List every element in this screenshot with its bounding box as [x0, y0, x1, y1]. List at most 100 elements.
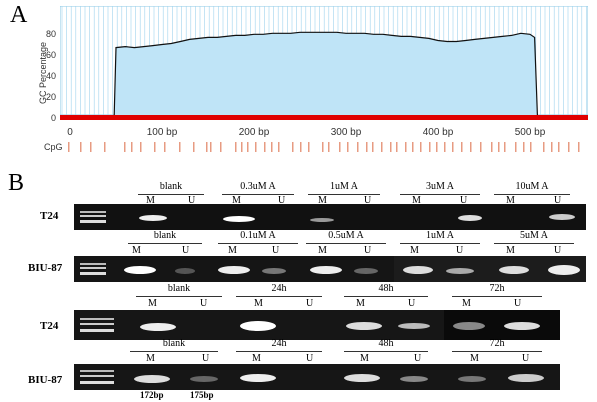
lane-label-m: M: [252, 353, 261, 364]
group-label: 3uM A: [425, 181, 455, 192]
gel-image: [74, 310, 560, 340]
group-bracket: [130, 351, 218, 352]
lane-label-u: U: [202, 353, 210, 364]
group-label: 5uM A: [519, 230, 549, 241]
cpg-site-mark: [140, 142, 142, 152]
cpg-site-mark: [444, 142, 446, 152]
group-bracket: [452, 351, 542, 352]
cpg-site-mark: [104, 142, 106, 152]
group-label: 1uM A: [329, 181, 359, 192]
gel-image: [74, 256, 586, 282]
cpg-site-mark: [339, 142, 341, 152]
cpg-site-mark: [300, 142, 302, 152]
lane-label-u: U: [278, 195, 286, 206]
group-bracket: [494, 243, 574, 244]
gel-image: [74, 204, 586, 230]
cpg-site-mark: [322, 142, 324, 152]
group-bracket: [222, 194, 294, 195]
cell-line-label: T24: [40, 210, 59, 222]
cpg-site-mark: [366, 142, 368, 152]
cpg-island-bar: [60, 115, 588, 120]
cpg-site-mark: [90, 142, 92, 152]
group-label: 24h: [271, 338, 287, 349]
cpg-site-mark: [429, 142, 431, 152]
group-bracket: [308, 194, 380, 195]
cpg-site-mark: [206, 142, 208, 152]
group-bracket: [236, 351, 322, 352]
x-tick-label: 100 bp: [146, 127, 178, 138]
gc-area: [114, 32, 538, 115]
x-tick-label: 300 bp: [330, 127, 362, 138]
lane-label-u: U: [272, 245, 280, 256]
lane-label-u: U: [408, 298, 416, 309]
group-label: blank: [162, 338, 186, 349]
group-label: 0.3uM A: [240, 181, 276, 192]
cpg-site-mark: [357, 142, 359, 152]
size-label: 175bp: [190, 390, 214, 400]
group-label: 0.1uM A: [240, 230, 276, 241]
lane-label-m: M: [506, 195, 515, 206]
cpg-site-mark: [154, 142, 156, 152]
cpg-site-mark: [179, 142, 181, 152]
group-label: 72h: [489, 283, 505, 294]
cpg-site-mark: [470, 142, 472, 152]
group-bracket: [306, 243, 386, 244]
panel-b-letter: B: [8, 170, 25, 196]
cell-line-label: BIU-87: [28, 374, 63, 386]
lane-label-u: U: [188, 195, 196, 206]
group-bracket: [452, 296, 542, 297]
lane-label-m: M: [462, 298, 471, 309]
lane-label-u: U: [364, 245, 372, 256]
lane-label-m: M: [146, 353, 155, 364]
cpg-track: [68, 142, 580, 152]
gel-image: [74, 364, 560, 390]
y-tick-label: 60: [45, 50, 56, 60]
lane-label-m: M: [506, 245, 515, 256]
cpg-site-mark: [390, 142, 392, 152]
group-bracket: [218, 243, 298, 244]
cpg-site-mark: [278, 142, 280, 152]
cpg-label: CpG: [44, 142, 63, 152]
group-label: blank: [159, 181, 183, 192]
cpg-site-mark: [292, 142, 294, 152]
cpg-site-mark: [504, 142, 506, 152]
group-label: blank: [167, 283, 191, 294]
cpg-site-mark: [491, 142, 493, 152]
x-tick-label: 500 bp: [514, 127, 546, 138]
cpg-site-mark: [551, 142, 553, 152]
lane-label-u: U: [554, 245, 562, 256]
cpg-site-mark: [530, 142, 532, 152]
cpg-site-mark: [578, 142, 580, 152]
lane-label-u: U: [456, 245, 464, 256]
x-tick-label: 200 bp: [238, 127, 270, 138]
lane-label-m: M: [148, 298, 157, 309]
group-label: 48h: [378, 283, 394, 294]
group-label: 0.5uM A: [328, 230, 364, 241]
cpg-site-mark: [220, 142, 222, 152]
cpg-site-mark: [381, 142, 383, 152]
y-tick-label: 20: [45, 92, 56, 102]
cpg-site-mark: [543, 142, 545, 152]
lane-label-u: U: [554, 195, 562, 206]
lane-label-m: M: [318, 195, 327, 206]
y-tick-label: 40: [45, 71, 56, 81]
cpg-site-mark: [255, 142, 257, 152]
group-bracket: [400, 194, 480, 195]
gc-content-chart: [60, 6, 588, 120]
cpg-site-mark: [264, 142, 266, 152]
lane-label-m: M: [228, 245, 237, 256]
lane-label-m: M: [146, 195, 155, 206]
group-label: 24h: [271, 283, 287, 294]
x-tick-label: 400 bp: [422, 127, 454, 138]
lane-label-m: M: [410, 245, 419, 256]
group-bracket: [128, 243, 202, 244]
lane-label-m: M: [254, 298, 263, 309]
lane-label-u: U: [306, 353, 314, 364]
group-bracket: [344, 296, 428, 297]
cpg-site-mark: [405, 142, 407, 152]
lane-label-u: U: [514, 298, 522, 309]
lane-label-m: M: [360, 353, 369, 364]
lane-label-u: U: [522, 353, 530, 364]
cpg-site-mark: [328, 142, 330, 152]
cpg-site-mark: [164, 142, 166, 152]
